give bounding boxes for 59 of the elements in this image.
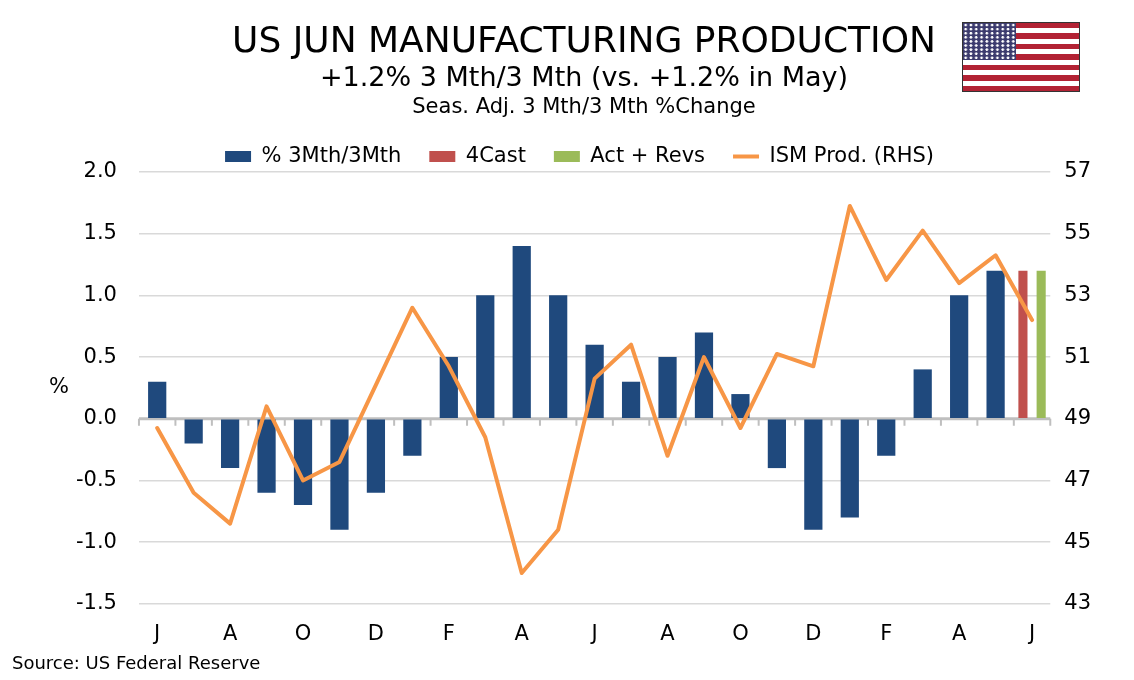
y2-tick-label: 49 [1064, 405, 1092, 430]
y2-tick-label: 43 [1064, 590, 1092, 615]
x-tick-label: F [442, 620, 455, 645]
y-axis-title: % [49, 373, 69, 399]
bar [257, 419, 276, 493]
bar [1018, 270, 1028, 418]
bar [621, 381, 641, 418]
x-tick-label: D [367, 620, 384, 645]
y2-tick-label: 51 [1064, 343, 1092, 368]
y-tick-label: -0.5 [75, 466, 117, 491]
bar [403, 419, 422, 456]
y2-tick-label: 55 [1064, 220, 1092, 245]
bar [293, 419, 313, 506]
y-tick-label: 0.0 [83, 405, 117, 430]
legend-label: 4Cast [465, 142, 526, 167]
y-tick-label: 2.0 [83, 158, 117, 183]
y2-tick-label: 45 [1064, 528, 1092, 553]
bar [148, 381, 167, 418]
chart-subtitle: +1.2% 3 Mth/3 Mth (vs. +1.2% in May) Seas. Adj. 3 Mth/3 Mth %Change [318, 61, 850, 119]
x-tick-label: D [805, 620, 822, 645]
y-tick-label: -1.0 [75, 528, 117, 553]
x-tick-label: J [152, 620, 161, 645]
y-tick-label: 0.5 [83, 343, 117, 368]
bar [549, 295, 568, 418]
y-tick-label: -1.5 [75, 590, 117, 615]
bar [476, 295, 495, 418]
x-tick-label: A [222, 620, 238, 645]
y2-tick-label: 53 [1064, 281, 1092, 306]
bar [658, 357, 677, 418]
x-tick-label: F [880, 620, 893, 645]
bar [840, 419, 859, 518]
x-tick-label: J [1026, 620, 1036, 645]
legend-label: ISM Prod. (RHS) [769, 142, 934, 167]
bar [877, 419, 896, 456]
x-tick-label: J [589, 620, 598, 645]
chart-title: US JUN MANUFACTURING PRODUCTION [231, 18, 937, 62]
bar [913, 369, 932, 418]
bar [1036, 270, 1046, 418]
source-note: Source: US Federal Reserve [12, 652, 261, 674]
x-tick-label: A [514, 620, 530, 645]
x-tick-label: A [951, 620, 967, 645]
bar [767, 419, 786, 469]
y-tick-label: 1.0 [83, 281, 117, 306]
bar [512, 246, 531, 418]
x-tick-label: A [660, 620, 676, 645]
bar [330, 419, 349, 530]
bar [220, 419, 240, 469]
legend-label: Act + Revs [590, 142, 706, 167]
legend-label: % 3Mth/3Mth [261, 142, 402, 167]
bar [366, 419, 386, 493]
bar [950, 295, 969, 418]
y-tick-label: 1.5 [83, 220, 117, 245]
y2-tick-label: 57 [1064, 158, 1092, 183]
x-tick-label: O [732, 620, 749, 645]
y2-tick-label: 47 [1064, 466, 1092, 491]
x-tick-label: O [294, 620, 312, 645]
bar [804, 419, 823, 530]
bar [184, 419, 203, 444]
bar [986, 270, 1005, 418]
